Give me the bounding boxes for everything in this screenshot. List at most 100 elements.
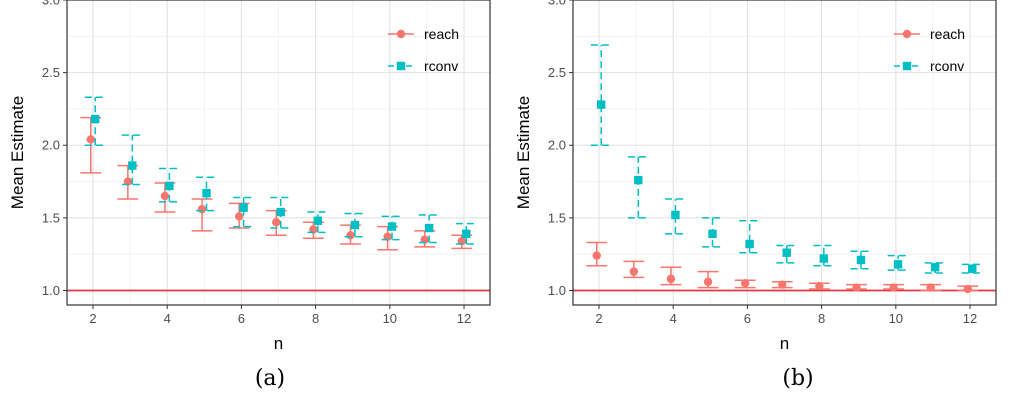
chart-a-rconv-point <box>350 220 360 230</box>
chart-b-rconv-point <box>671 210 680 220</box>
chart-a-reach-point <box>272 218 281 227</box>
chart-b-rconv-point <box>782 248 791 257</box>
chart-a-reach-point <box>160 191 170 201</box>
chart-a-x-tick-label: 8 <box>312 311 319 326</box>
chart-b-reach-point <box>740 279 750 288</box>
chart-a-rconv-point <box>387 222 397 231</box>
chart-b-legend-item-reach: reach <box>894 26 965 42</box>
chart-a-x-tick-label: 6 <box>238 311 245 326</box>
chart-b-x-tick-label: 2 <box>595 311 602 326</box>
chart-a-rconv-point <box>202 188 211 198</box>
chart-a-rconv-point <box>462 229 471 239</box>
chart-a-y-tick-label: 2.0 <box>42 138 60 153</box>
chart-a-reach-point <box>123 177 133 186</box>
chart-b-legend-item-rconv: rconv <box>894 58 964 74</box>
chart-a-reach-point <box>457 236 466 246</box>
chart-a-x-tick-label: 4 <box>164 311 171 326</box>
chart-b-rconv-point <box>819 254 829 263</box>
chart-a-reach-point <box>197 204 207 214</box>
chart-b-x-axis-label: n <box>780 334 789 353</box>
chart-a-rconv-point <box>91 114 100 124</box>
chart-b-y-tick-label: 3.0 <box>548 0 566 8</box>
chart-b-rconv-point <box>597 100 606 109</box>
chart-a-reach-point <box>346 231 355 240</box>
chart-a-rconv-errorbar <box>455 222 477 245</box>
chart-b-rconv-errorbar <box>627 156 649 219</box>
chart-b-y-tick-label: 1.0 <box>548 283 566 298</box>
chart-b-y-tick-label: 2.0 <box>548 138 566 153</box>
chart-a-rconv-point <box>276 207 285 217</box>
chart-b-x-tick-label: 8 <box>818 311 825 326</box>
chart-a-rconv-point <box>239 203 248 212</box>
chart-b-legend-label: reach <box>930 26 965 42</box>
chart-b-reach-point <box>889 283 898 292</box>
chart-a-legend-label: rconv <box>424 58 458 74</box>
chart-b-panel-border <box>572 0 997 306</box>
caption-b: (b) <box>782 366 814 391</box>
chart-a-reach-errorbar <box>191 198 213 232</box>
chart-a-rconv-errorbar <box>233 196 255 228</box>
chart-b-y-tick-label: 2.5 <box>548 65 566 80</box>
chart-a: 2 4 6 8 10 12 1.0 1.5 2.0 2.5 3.0 n Mean Estimate rea… <box>8 0 491 353</box>
chart-b-x-tick-label: 6 <box>744 311 751 326</box>
chart-a-rconv-point <box>313 216 323 225</box>
chart-b-rconv-point <box>893 260 903 269</box>
chart-b-reach-point <box>926 283 935 292</box>
chart-a-series-rconv <box>84 96 477 245</box>
chart-b-legend-key-marker <box>902 61 912 71</box>
chart-b-rconv-point <box>968 264 977 273</box>
chart-b-reach-point <box>703 277 713 286</box>
chart-a-legend-key-marker <box>396 61 406 71</box>
chart-panel-a: 2 4 6 8 10 12 1.0 1.5 2.0 2.5 3.0 n Mean Estimate rea… <box>0 0 506 365</box>
chart-b-rconv-errorbar <box>590 44 612 146</box>
chart-a-legend-item-rconv: rconv <box>388 58 458 74</box>
chart-a-legend-label: reach <box>424 26 459 42</box>
chart-a-y-axis-label: Mean Estimate <box>8 96 27 209</box>
chart-a-x-tick-label: 10 <box>383 311 397 326</box>
chart-b-rconv-point <box>708 229 717 239</box>
chart-b-reach-point <box>852 283 861 292</box>
chart-a-series-reach <box>80 116 473 251</box>
chart-a-reach-point <box>383 232 392 241</box>
chart-b-reach-point <box>963 284 972 294</box>
chart-a-x-tick-label: 2 <box>89 311 96 326</box>
caption-a: (a) <box>254 366 286 391</box>
chart-a-legend-item-reach: reach <box>388 26 459 42</box>
chart-b-rconv-errorbar <box>776 244 798 264</box>
chart-b-reach-point <box>815 281 824 291</box>
chart-a-y-tick-label: 1.0 <box>42 283 60 298</box>
chart-b-y-tick-label: 1.5 <box>548 210 566 225</box>
chart-b-rconv-point <box>856 255 866 265</box>
chart-a-y-tick-label: 1.5 <box>42 210 60 225</box>
chart-a-reach-point <box>86 135 95 144</box>
chart-b-reach-point <box>592 251 601 260</box>
chart-b-x-tick-label: 12 <box>963 311 977 326</box>
chart-b-y-axis-label: Mean Estimate <box>514 96 533 209</box>
chart-a-x-axis-label: n <box>274 334 283 353</box>
chart-a-panel-border <box>66 0 491 306</box>
chart-a-reach-point <box>234 212 244 221</box>
chart-a-y-tick-label: 2.5 <box>42 65 60 80</box>
chart-a-legend-key-marker <box>396 29 406 39</box>
chart-panel-b: 2 4 6 8 10 12 1.0 1.5 2.0 2.5 3.0 n Mean Estimate rea… <box>506 0 1013 365</box>
chart-b-x-tick-label: 10 <box>889 311 903 326</box>
chart-a-rconv-point <box>424 223 434 233</box>
chart-b-series-rconv <box>590 44 983 274</box>
chart-a-rconv-errorbar <box>307 211 329 234</box>
chart-b-rconv-errorbar <box>850 250 872 270</box>
chart-a-rconv-point <box>128 161 137 170</box>
chart-b-rconv-point <box>930 263 940 272</box>
chart-a-y-tick-label: 3.0 <box>42 0 60 8</box>
chart-b-series-reach <box>586 241 979 294</box>
chart-b-rconv-point <box>745 239 754 249</box>
chart-b-legend-label: rconv <box>930 58 964 74</box>
chart-b-reach-point <box>629 267 639 276</box>
chart-a-reach-point <box>420 235 429 244</box>
chart-b-rconv-point <box>634 175 643 185</box>
chart-a-rconv-errorbar <box>121 134 143 186</box>
chart-b-reach-point <box>666 274 676 284</box>
chart-b-x-tick-label: 4 <box>670 311 677 326</box>
chart-a-x-tick-label: 12 <box>457 311 471 326</box>
chart-b-reach-point <box>778 280 787 289</box>
chart-a-reach-point <box>309 225 318 234</box>
